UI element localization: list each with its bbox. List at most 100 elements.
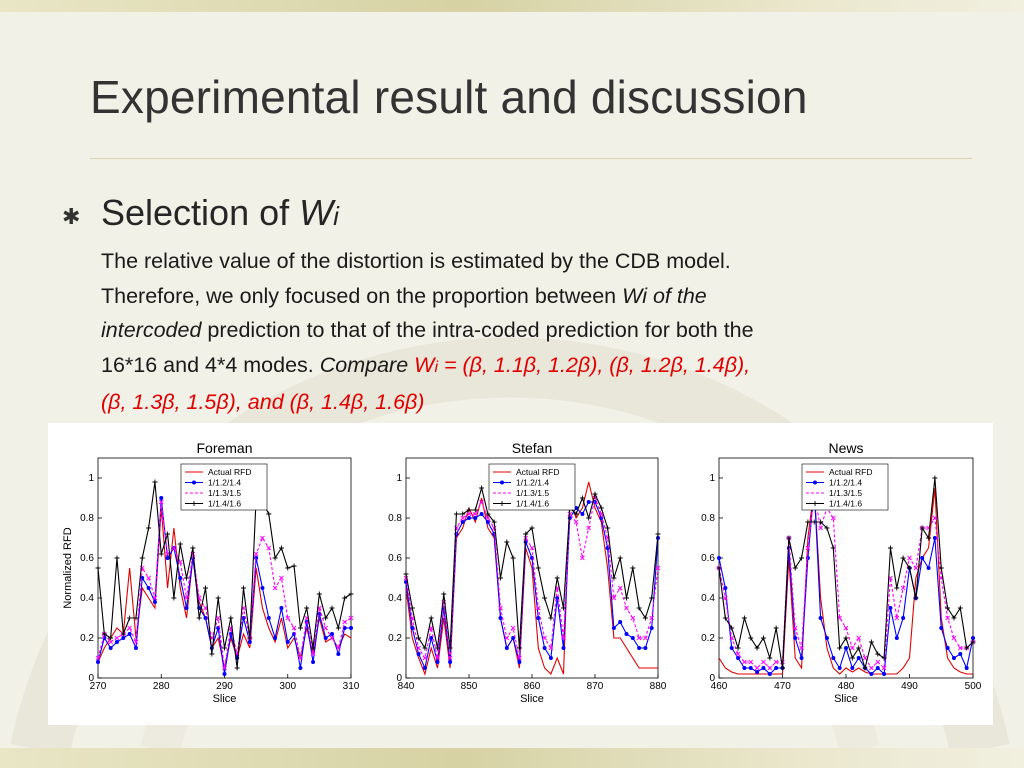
series-point [869,672,874,676]
series-point [951,656,956,660]
series-point [298,655,303,661]
series-point [152,479,158,485]
series-point [773,625,779,631]
series-point [830,545,836,551]
series-point [152,600,157,604]
series-point [279,606,284,610]
series-point [850,666,855,670]
series-point [222,665,227,671]
series-point [722,615,728,621]
legend-marker [192,480,196,485]
series-point [971,636,975,640]
y-axis-label: Normalized RFD [62,527,74,608]
series-point [767,655,773,661]
series-point [447,645,453,651]
series-point [247,635,253,641]
series-point [159,496,164,500]
series-point [761,659,766,665]
legend-label: 1/1.3/1.5 [208,488,241,498]
series-point [266,511,272,517]
legend-label: 1/1.4/1.6 [208,499,241,509]
series-point [862,665,868,671]
series-point [184,595,189,601]
x-tick-label: 270 [90,681,107,692]
series-point [799,645,804,651]
x-tick-label: 310 [343,681,360,692]
wi-values-line-2: (β, 1.3β, 1.5β), and (β, 1.4β, 1.6β) [101,390,425,414]
para-line-3: prediction to that of the intra-coded pr… [201,318,754,342]
y-tick-label: 0.8 [701,513,715,524]
series-point [736,656,741,660]
series-point [773,659,779,665]
bottom-decor-band [0,748,1024,768]
series-point [926,566,931,570]
asterisk-bullet-icon: ✱ [62,204,81,229]
series-point [818,616,823,620]
legend-label: 1/1.4/1.6 [829,499,862,509]
series-point [447,655,453,661]
series-point [932,515,938,521]
series-point [618,620,623,624]
series-point [561,605,566,611]
series-point [96,660,100,664]
series-point [951,615,957,621]
series-point [882,672,887,676]
series-point [291,625,297,631]
series-point [498,605,503,611]
series-point [228,615,234,621]
series-point [617,585,623,591]
series-point [805,556,810,560]
series-point [342,595,348,601]
series-point [120,631,126,637]
series-point [642,615,648,621]
series-point [504,635,510,641]
series-point [272,555,278,561]
series-point [298,666,303,670]
series-point [624,595,629,601]
series-point [460,511,466,517]
series-point [900,585,906,591]
series-point [837,645,843,651]
series-point [516,645,522,651]
x-tick-label: 850 [461,681,478,692]
series-point [215,615,221,621]
series-point [761,666,766,670]
series-point [435,655,440,661]
series-point [472,511,478,517]
series-point [958,652,963,656]
series-point [655,531,661,537]
series-point [323,625,329,631]
series-point [108,639,113,645]
legend-label: 1/1.3/1.5 [829,488,862,498]
series-point [441,591,447,597]
series-point [748,659,754,665]
series-point [329,635,335,641]
y-tick-label: 1 [709,473,715,484]
series-point [630,636,635,640]
series-point [957,645,963,651]
body-paragraph: The relative value of the distortion is … [101,244,981,420]
y-tick-label: 0.2 [388,633,402,644]
series-point [729,635,735,641]
series-point [139,555,145,561]
y-tick-label: 0.2 [80,633,94,644]
series-point [177,541,183,547]
series-point [856,645,862,651]
y-tick-label: 0.6 [388,553,402,564]
series-point [850,645,855,651]
series-point [792,625,798,631]
series-point [215,595,221,601]
chart-title: Stefan [512,440,552,456]
series-point [536,616,541,620]
series-point [523,531,529,537]
series-point [818,519,824,525]
series-point [856,656,861,660]
section-heading: Selection of Wi [101,192,339,234]
series-point [498,575,503,581]
series-point [875,666,880,670]
series-point [529,545,535,551]
series-point [336,652,341,656]
y-tick-label: 0.4 [701,593,715,604]
series-point [535,565,541,571]
series-point [158,551,164,557]
